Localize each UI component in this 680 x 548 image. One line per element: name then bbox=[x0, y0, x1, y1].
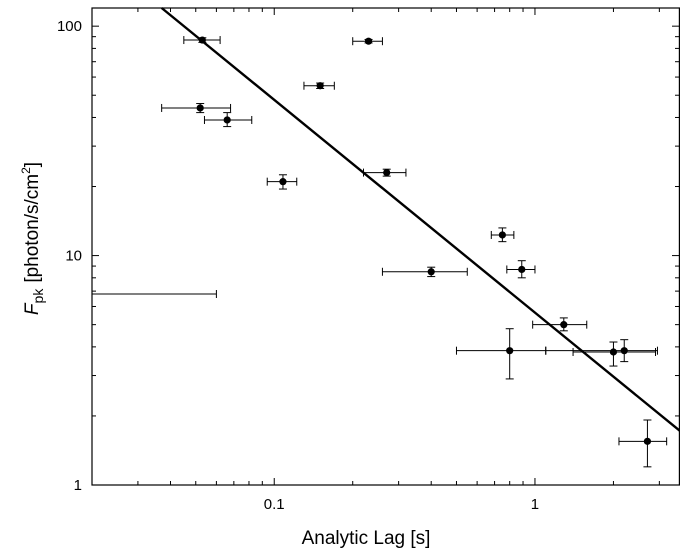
x-tick-label: 1 bbox=[531, 496, 539, 513]
y-axis-units-close: ] bbox=[22, 162, 43, 167]
data-point-15 bbox=[643, 437, 652, 445]
data-point-2 bbox=[364, 37, 373, 45]
x-tick-label: 0.1 bbox=[264, 496, 285, 513]
y-tick-label: 100 bbox=[57, 18, 82, 35]
axis-ticks bbox=[91, 8, 679, 486]
x-axis-title: Analytic Lag [s] bbox=[302, 528, 431, 548]
data-point-5 bbox=[223, 116, 231, 124]
data-point-4 bbox=[196, 104, 204, 112]
y-tick-label: 10 bbox=[65, 248, 82, 265]
y-axis-units-superscript: 2 bbox=[19, 167, 33, 174]
data-point-7 bbox=[383, 168, 391, 177]
y-axis-units: [photon/s/cm bbox=[22, 174, 43, 283]
data-point-11 bbox=[560, 321, 568, 329]
extra-error-bar-1 bbox=[92, 290, 217, 299]
data-point-14 bbox=[620, 347, 628, 355]
error-bar-14 bbox=[545, 339, 658, 363]
tick-labels: 0.1 1 1 10 100 bbox=[57, 18, 539, 513]
error-bar-11 bbox=[532, 317, 588, 332]
data-point-12 bbox=[506, 347, 514, 355]
y-axis-variable: F bbox=[22, 302, 43, 315]
data-point-10 bbox=[427, 268, 435, 276]
data-point-13 bbox=[609, 348, 618, 356]
plot-frame bbox=[91, 7, 680, 486]
error-bar-9 bbox=[506, 260, 536, 279]
y-axis-title: Fpk [photon/s/cm2] bbox=[19, 162, 46, 315]
y-axis-subscript: pk bbox=[30, 288, 46, 304]
y-tick-label: 1 bbox=[74, 477, 82, 494]
data-point-6 bbox=[279, 178, 287, 186]
data-point-8 bbox=[498, 231, 506, 239]
data-point-9 bbox=[518, 265, 526, 274]
fit-line bbox=[160, 7, 680, 432]
data-point-3 bbox=[316, 82, 324, 90]
